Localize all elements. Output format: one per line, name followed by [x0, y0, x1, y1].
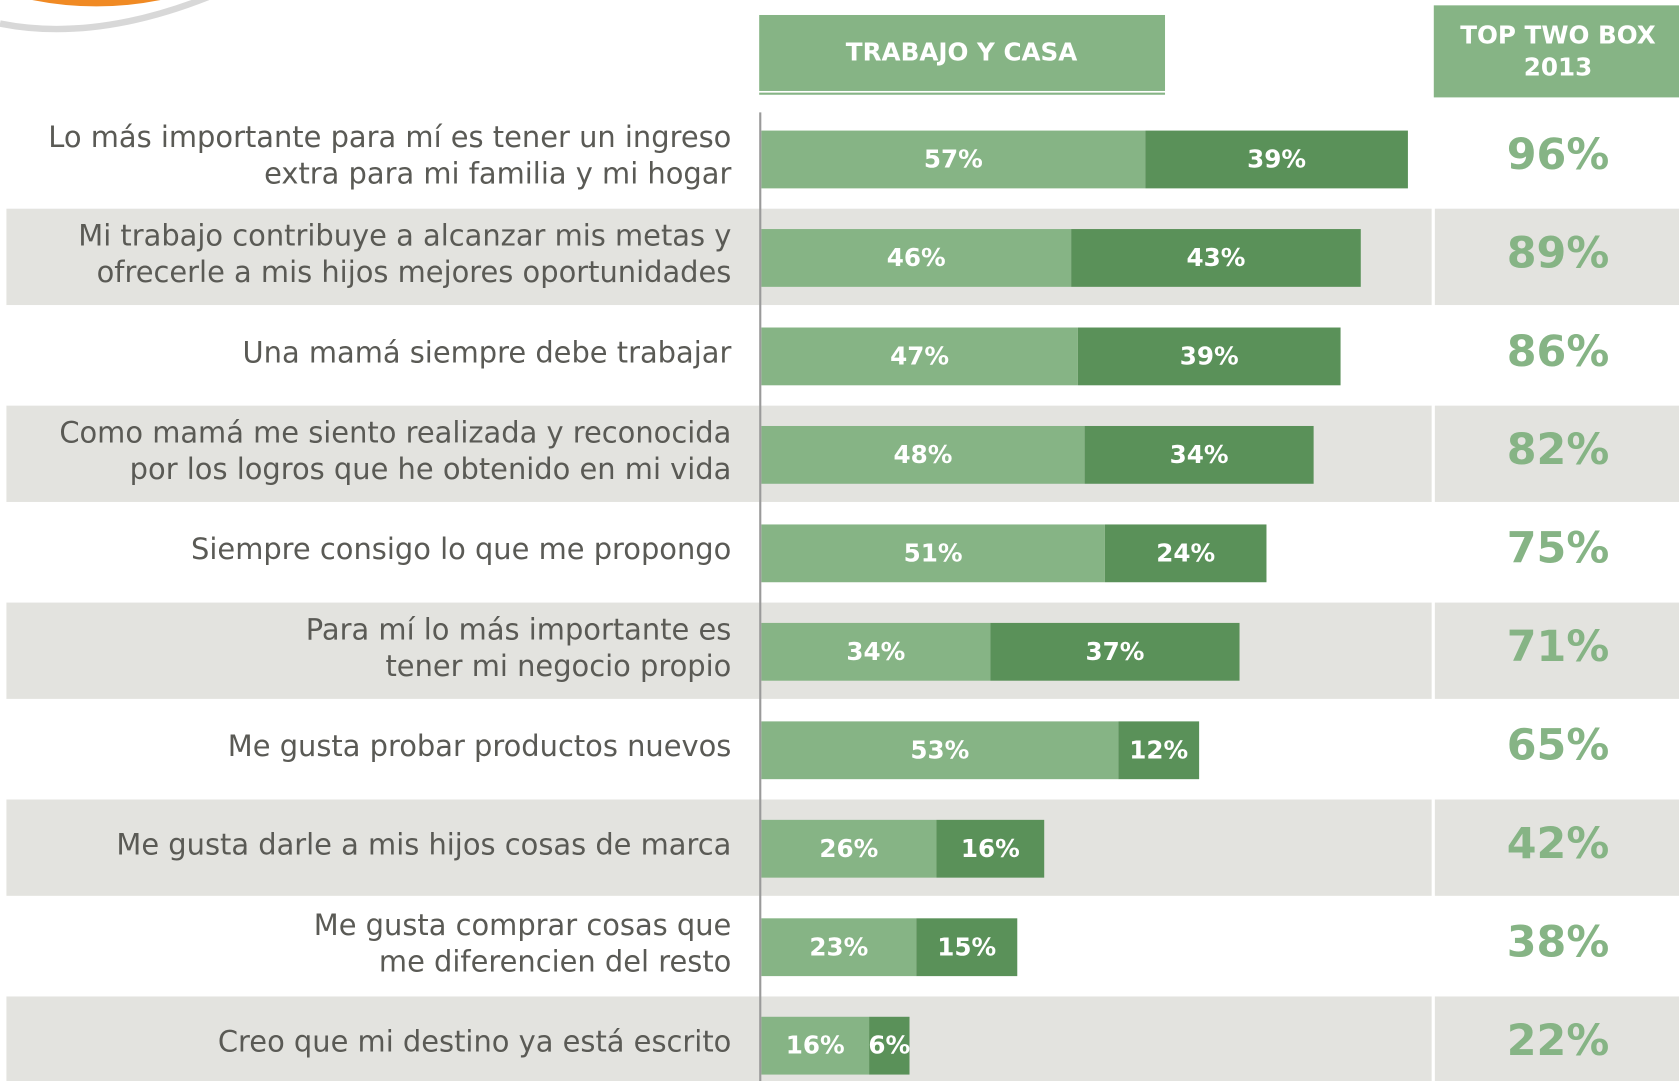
row-band — [1434, 996, 1679, 1081]
value-label: 15% — [937, 932, 996, 961]
category-label: ofrecerle a mis hijos mejores oportunida… — [97, 255, 732, 289]
bar-segment — [761, 327, 1078, 386]
value-label: 34% — [846, 637, 905, 666]
category-label: Para mí lo más importante es — [306, 612, 732, 646]
category-label: Me gusta darle a mis hijos cosas de marc… — [116, 828, 731, 862]
category-label: me diferencien del resto — [379, 944, 731, 978]
bar-segment — [1071, 229, 1361, 287]
total-value: 75% — [1507, 524, 1610, 574]
total-value: 65% — [1507, 721, 1610, 771]
value-label: 34% — [1170, 440, 1229, 469]
category-label: Una mamá siempre debe trabajar — [243, 335, 732, 369]
value-label: 47% — [890, 341, 949, 370]
value-label: 26% — [819, 834, 878, 863]
bar-segment — [761, 819, 937, 878]
row-band — [6, 799, 1432, 896]
total-value: 89% — [1507, 228, 1610, 278]
total-value: 96% — [1507, 130, 1610, 180]
totals-title: 2013 — [1524, 53, 1593, 82]
row-band — [1434, 405, 1679, 502]
value-label: 48% — [894, 440, 953, 469]
bar-segment — [869, 1016, 910, 1075]
value-label: 51% — [904, 538, 963, 567]
total-value: 71% — [1507, 622, 1610, 672]
category-label: Me gusta probar productos nuevos — [228, 729, 732, 763]
value-label: 37% — [1085, 637, 1144, 666]
category-label: Mi trabajo contribuye a alcanzar mis met… — [78, 219, 731, 253]
value-label: 46% — [887, 243, 946, 272]
value-label: 43% — [1187, 243, 1246, 272]
bar-segment — [761, 130, 1146, 189]
category-label: por los logros que he obtenido en mi vid… — [130, 452, 732, 486]
value-label: 57% — [924, 145, 983, 174]
bar-segment — [761, 622, 991, 681]
total-value: 82% — [1507, 425, 1610, 475]
header: TRABAJO Y CASA — [846, 38, 1078, 67]
bar-segment — [761, 229, 1072, 287]
category-label: Siempre consigo lo que me propongo — [191, 532, 731, 566]
bar-segment — [990, 622, 1240, 681]
bar-segment — [761, 918, 917, 977]
category-label: Como mamá me siento realizada y reconoci… — [59, 416, 731, 450]
value-label: 23% — [809, 932, 868, 961]
value-label: 24% — [1156, 538, 1215, 567]
category-label: tener mi negocio propio — [385, 649, 731, 683]
bar-segment — [916, 918, 1018, 977]
bar-segment — [936, 819, 1045, 878]
value-label: 16% — [786, 1031, 845, 1060]
marks: Lo más importante para mí es tener un in… — [48, 120, 1610, 1075]
bar-segment — [1077, 327, 1341, 386]
value-label: 16% — [961, 834, 1020, 863]
row-band — [1434, 602, 1679, 699]
total-value: 42% — [1507, 819, 1610, 869]
bar-segment — [1118, 721, 1200, 780]
value-label: 39% — [1180, 341, 1239, 370]
value-label: 53% — [910, 735, 969, 764]
row-band — [1434, 208, 1679, 306]
header-box — [759, 14, 1166, 91]
logo — [0, 0, 210, 33]
bar-segment — [761, 524, 1105, 583]
category-label: Me gusta comprar cosas que — [314, 908, 732, 942]
totals-header-box — [1433, 5, 1679, 98]
totals-title: TOP TWO BOX — [1460, 20, 1656, 49]
total-value: 38% — [1507, 918, 1610, 968]
total-value: 22% — [1507, 1016, 1610, 1066]
bar-segment — [1145, 130, 1408, 189]
bar-segment — [761, 1016, 870, 1075]
value-label: 12% — [1129, 735, 1188, 764]
value-label: 39% — [1247, 145, 1306, 174]
bar-segment — [1084, 425, 1314, 484]
category-label: Creo que mi destino ya está escrito — [218, 1025, 731, 1059]
row-band — [6, 996, 1432, 1081]
row-band — [1434, 799, 1679, 896]
bar-segment — [1104, 524, 1267, 583]
category-label: Lo más importante para mí es tener un in… — [48, 120, 731, 154]
value-label: 6% — [868, 1031, 910, 1060]
total-value: 86% — [1507, 327, 1610, 377]
category-label: extra para mi familia y mi hogar — [264, 157, 731, 191]
bar-segment — [761, 721, 1119, 780]
bar-segment — [761, 425, 1085, 484]
